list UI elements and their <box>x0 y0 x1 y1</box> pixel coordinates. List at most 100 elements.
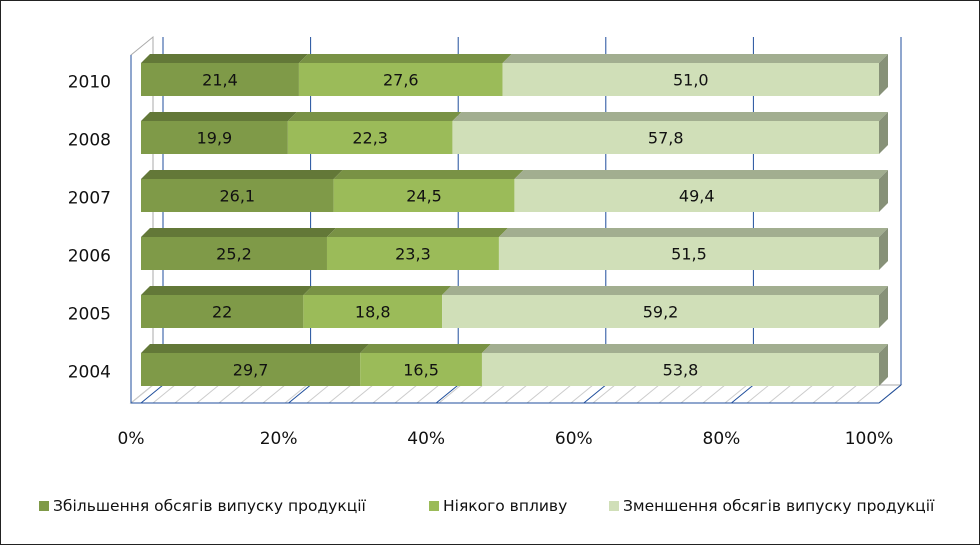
floor-hatch <box>262 384 286 404</box>
y-tick-label: 2007 <box>68 189 111 209</box>
legend-label: Збільшення обсягів випуску продукції <box>53 497 367 515</box>
gridline-floor <box>878 384 902 404</box>
legend-swatch <box>39 501 49 511</box>
bar-top-face <box>514 170 888 179</box>
bar-segment <box>141 121 288 154</box>
bar-segment <box>498 237 879 270</box>
bar-value-label: 18,8 <box>355 303 391 322</box>
gridline-floor <box>288 384 311 404</box>
bar-segment <box>298 63 503 96</box>
floor-hatch <box>548 384 572 404</box>
floor-hatch <box>196 384 220 404</box>
y-tick-label: 2006 <box>68 247 111 267</box>
bar-end-cap <box>879 286 888 328</box>
bar-top-face <box>498 228 888 237</box>
floor-hatch <box>658 384 682 404</box>
bar-top-face <box>141 228 336 237</box>
bar-end-cap <box>879 54 888 96</box>
floor-hatch <box>372 384 396 404</box>
bar-value-label: 21,4 <box>202 71 238 90</box>
bar-top-face <box>141 112 297 121</box>
floor-hatch <box>130 384 154 404</box>
bar-top-face <box>442 286 888 295</box>
floor-hatch <box>570 384 594 404</box>
bar-value-label: 53,8 <box>663 361 699 380</box>
bar-segment <box>333 179 515 212</box>
bar-top-face <box>452 112 888 121</box>
bar-value-label: 57,8 <box>648 129 684 148</box>
bar-value-label: 22 <box>212 303 232 322</box>
legend: Збільшення обсягів випуску продукції Ніяк… <box>39 497 935 515</box>
x-tick-label: 60% <box>555 429 593 449</box>
bar-end-cap <box>879 228 888 270</box>
gridline-floor <box>435 384 459 404</box>
floor-hatch <box>504 384 528 404</box>
floor-hatch <box>174 384 198 404</box>
gridline-floor <box>140 384 164 404</box>
bar-top-face <box>287 112 462 121</box>
floor-hatch <box>724 384 748 404</box>
bar-value-label: 23,3 <box>395 245 431 264</box>
bar-segment <box>141 237 327 270</box>
floor-hatch <box>592 384 616 404</box>
x-tick-label: 0% <box>118 429 145 449</box>
bar-value-label: 16,5 <box>403 361 439 380</box>
bar-top-face <box>481 344 888 353</box>
y-tick-label: 2008 <box>68 131 111 151</box>
floor-hatch <box>350 384 374 404</box>
floor-hatch <box>812 384 836 404</box>
floor-hatch <box>834 384 858 404</box>
floor-hatch <box>152 384 176 404</box>
bar-segment <box>141 63 299 96</box>
bar-value-label: 24,5 <box>406 187 442 206</box>
y-tick-label: 2010 <box>68 73 111 93</box>
bar-value-label: 22,3 <box>352 129 388 148</box>
bar-segment <box>303 295 443 328</box>
bar-top-face <box>502 54 888 63</box>
bar-end-cap <box>879 112 888 154</box>
floor-hatch <box>526 384 550 404</box>
y-tick-label: 2005 <box>68 305 111 325</box>
bar-segment <box>502 63 879 96</box>
bar-value-label: 51,5 <box>671 245 707 264</box>
floor-hatch <box>438 384 462 404</box>
bar-segment <box>514 179 879 212</box>
floor-hatch <box>218 384 242 404</box>
y-tick-label: 2004 <box>68 363 111 383</box>
bar-top-face <box>333 170 524 179</box>
x-tick-label: 40% <box>407 429 445 449</box>
floor-hatch <box>768 384 792 404</box>
legend-label: Зменшення обсягів випуску продукції <box>623 497 935 515</box>
bar-end-cap <box>879 170 888 212</box>
legend-swatch <box>609 501 619 511</box>
bar-value-label: 26,1 <box>219 187 255 206</box>
bar-value-label: 25,2 <box>216 245 252 264</box>
bar-top-face <box>360 344 491 353</box>
floor-hatch <box>636 384 660 404</box>
bar-top-face <box>141 344 370 353</box>
floor-hatch <box>482 384 506 404</box>
bar-value-label: 29,7 <box>233 361 269 380</box>
bar-value-label: 51,0 <box>673 71 709 90</box>
bar-top-face <box>326 228 508 237</box>
x-tick-label: 80% <box>703 429 741 449</box>
floor-hatch <box>240 384 264 404</box>
floor-hatch <box>702 384 726 404</box>
bar-end-cap <box>879 344 888 386</box>
x-axis-labels: 0% 20% 40% 60% 80% 100% <box>118 429 894 449</box>
bar-top-face <box>298 54 512 63</box>
bar-value-label: 59,2 <box>643 303 679 322</box>
y-axis-labels: 2010 2008 2007 2006 2005 2004 <box>68 73 111 383</box>
bar-top-face <box>141 54 308 63</box>
bar-segment <box>287 121 453 154</box>
gridline-floor <box>583 384 607 404</box>
x-tick-label: 100% <box>845 429 894 449</box>
bar-top-face <box>141 170 343 179</box>
bar-segment <box>141 295 304 328</box>
bar-segment <box>141 179 334 212</box>
x-tick-label: 20% <box>260 429 298 449</box>
bar-segment <box>360 353 482 386</box>
floor-hatch <box>790 384 814 404</box>
